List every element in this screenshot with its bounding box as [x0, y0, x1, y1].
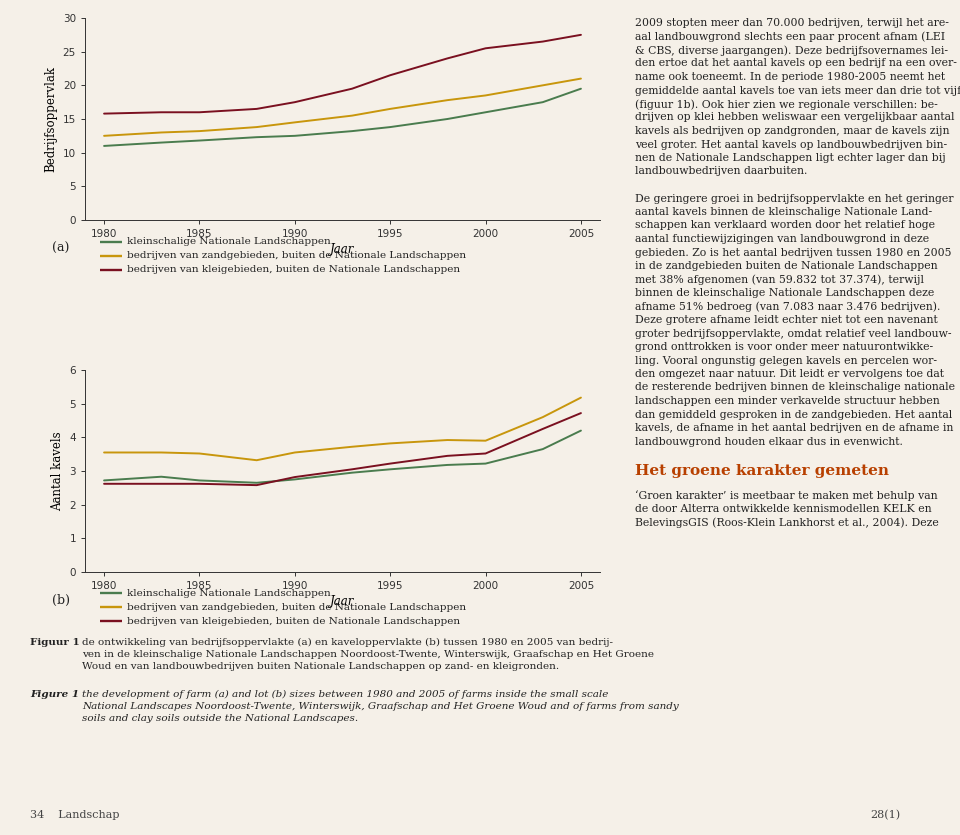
Text: den ertoe dat het aantal kavels op een bedrijf na een over-: den ertoe dat het aantal kavels op een b… — [635, 58, 957, 68]
Text: Figuur 1: Figuur 1 — [30, 638, 80, 647]
Text: (figuur 1b). Ook hier zien we regionale verschillen: be-: (figuur 1b). Ook hier zien we regionale … — [635, 99, 938, 109]
Text: aal landbouwgrond slechts een paar procent afnam (LEI: aal landbouwgrond slechts een paar proce… — [635, 32, 946, 42]
Text: drijven op klei hebben weliswaar een vergelijkbaar aantal: drijven op klei hebben weliswaar een ver… — [635, 113, 954, 123]
X-axis label: Jaar: Jaar — [330, 595, 354, 608]
Text: De geringere groei in bedrijfsoppervlakte en het geringer: De geringere groei in bedrijfsoppervlakt… — [635, 194, 953, 204]
Text: in de zandgebieden buiten de Nationale Landschappen: in de zandgebieden buiten de Nationale L… — [635, 261, 938, 271]
Text: Deze grotere afname leidt echter niet tot een navenant: Deze grotere afname leidt echter niet to… — [635, 315, 938, 325]
Text: bedrijven van kleigebieden, buiten de Nationale Landschappen: bedrijven van kleigebieden, buiten de Na… — [127, 266, 460, 275]
Text: 28(1): 28(1) — [870, 810, 900, 820]
Text: & CBS, diverse jaargangen). Deze bedrijfsovernames lei-: & CBS, diverse jaargangen). Deze bedrijf… — [635, 45, 948, 56]
Text: gebieden. Zo is het aantal bedrijven tussen 1980 en 2005: gebieden. Zo is het aantal bedrijven tus… — [635, 247, 951, 257]
Text: kleinschalige Nationale Landschappen: kleinschalige Nationale Landschappen — [127, 237, 331, 246]
Text: schappen kan verklaard worden door het relatief hoge: schappen kan verklaard worden door het r… — [635, 220, 935, 230]
Text: met 38% afgenomen (van 59.832 tot 37.374), terwijl: met 38% afgenomen (van 59.832 tot 37.374… — [635, 275, 924, 285]
Text: den omgezet naar natuur. Dit leidt er vervolgens toe dat: den omgezet naar natuur. Dit leidt er ve… — [635, 369, 944, 379]
Text: de door Alterra ontwikkelde kennismodellen KELK en: de door Alterra ontwikkelde kennismodell… — [635, 504, 931, 514]
Text: gemiddelde aantal kavels toe van iets meer dan drie tot vijf: gemiddelde aantal kavels toe van iets me… — [635, 85, 960, 95]
Text: landschappen een minder verkavelde structuur hebben: landschappen een minder verkavelde struc… — [635, 396, 940, 406]
Text: grond onttrokken is voor onder meer natuurontwikke-: grond onttrokken is voor onder meer natu… — [635, 342, 933, 352]
Text: landbouwbedrijven daarbuiten.: landbouwbedrijven daarbuiten. — [635, 166, 807, 176]
Text: dan gemiddeld gesproken in de zandgebieden. Het aantal: dan gemiddeld gesproken in de zandgebied… — [635, 409, 952, 419]
Text: kavels, de afname in het aantal bedrijven en de afname in: kavels, de afname in het aantal bedrijve… — [635, 423, 953, 433]
Text: bedrijven van zandgebieden, buiten de Nationale Landschappen: bedrijven van zandgebieden, buiten de Na… — [127, 251, 467, 261]
Text: 34    Landschap: 34 Landschap — [30, 810, 119, 820]
Text: de ontwikkeling van bedrijfsoppervlakte (a) en kaveloppervlakte (b) tussen 1980 : de ontwikkeling van bedrijfsoppervlakte … — [82, 638, 654, 671]
Text: aantal kavels binnen de kleinschalige Nationale Land-: aantal kavels binnen de kleinschalige Na… — [635, 207, 932, 217]
Text: nen de Nationale Landschappen ligt echter lager dan bij: nen de Nationale Landschappen ligt echte… — [635, 153, 946, 163]
Text: ling. Vooral ongunstig gelegen kavels en percelen wor-: ling. Vooral ongunstig gelegen kavels en… — [635, 356, 937, 366]
Text: ‘Groen karakter’ is meetbaar te maken met behulp van: ‘Groen karakter’ is meetbaar te maken me… — [635, 490, 938, 501]
Text: Het groene karakter gemeten: Het groene karakter gemeten — [635, 463, 889, 478]
Text: kleinschalige Nationale Landschappen: kleinschalige Nationale Landschappen — [127, 589, 331, 598]
Text: 2009 stopten meer dan 70.000 bedrijven, terwijl het are-: 2009 stopten meer dan 70.000 bedrijven, … — [635, 18, 948, 28]
Text: the development of farm (a) and lot (b) sizes between 1980 and 2005 of farms ins: the development of farm (a) and lot (b) … — [82, 690, 679, 723]
Text: (b): (b) — [52, 594, 70, 606]
Text: binnen de kleinschalige Nationale Landschappen deze: binnen de kleinschalige Nationale Landsc… — [635, 288, 934, 298]
Text: landbouwgrond houden elkaar dus in evenwicht.: landbouwgrond houden elkaar dus in evenw… — [635, 437, 902, 447]
Text: name ook toeneemt. In de periode 1980-2005 neemt het: name ook toeneemt. In de periode 1980-20… — [635, 72, 946, 82]
Text: Figure 1: Figure 1 — [30, 690, 79, 699]
Text: aantal functiewijzigingen van landbouwgrond in deze: aantal functiewijzigingen van landbouwgr… — [635, 234, 929, 244]
Text: bedrijven van zandgebieden, buiten de Nationale Landschappen: bedrijven van zandgebieden, buiten de Na… — [127, 603, 467, 611]
Y-axis label: Aantal kavels: Aantal kavels — [51, 431, 63, 511]
Text: afname 51% bedroeg (van 7.083 naar 3.476 bedrijven).: afname 51% bedroeg (van 7.083 naar 3.476… — [635, 301, 941, 312]
Text: kavels als bedrijven op zandgronden, maar de kavels zijn: kavels als bedrijven op zandgronden, maa… — [635, 126, 949, 136]
Text: BelevingsGIS (Roos-Klein Lankhorst et al., 2004). Deze: BelevingsGIS (Roos-Klein Lankhorst et al… — [635, 518, 939, 528]
Text: groter bedrijfsoppervlakte, omdat relatief veel landbouw-: groter bedrijfsoppervlakte, omdat relati… — [635, 328, 951, 338]
Text: de resterende bedrijven binnen de kleinschalige nationale: de resterende bedrijven binnen de kleins… — [635, 382, 955, 392]
Text: veel groter. Het aantal kavels op landbouwbedrijven bin-: veel groter. Het aantal kavels op landbo… — [635, 139, 948, 149]
X-axis label: Jaar: Jaar — [330, 243, 354, 256]
Y-axis label: Bedrijfsoppervlak: Bedrijfsoppervlak — [44, 66, 58, 172]
Text: bedrijven van kleigebieden, buiten de Nationale Landschappen: bedrijven van kleigebieden, buiten de Na… — [127, 616, 460, 625]
Text: (a): (a) — [52, 241, 69, 255]
